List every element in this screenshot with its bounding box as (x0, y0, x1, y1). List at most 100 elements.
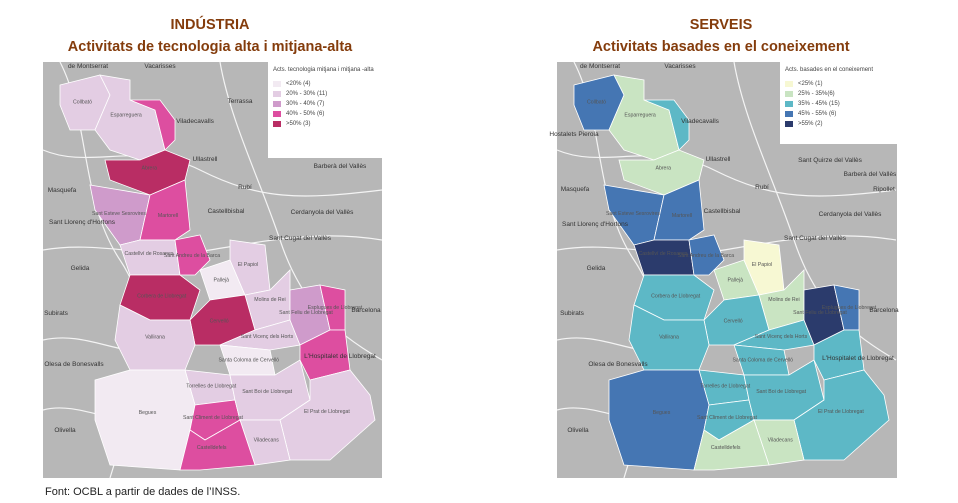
municipality-label: Castelldefels (711, 445, 741, 451)
municipality-label: Sant Feliu de Llobregat (793, 310, 847, 316)
place-label: Terrassa (228, 98, 253, 105)
legend-label: 45% - 55% (6) (798, 111, 837, 117)
place-label: Barberà del Vallès (314, 163, 367, 170)
municipality-label: Cervelló (210, 319, 229, 325)
legend-label: 20% - 30% (11) (286, 91, 328, 97)
municipality-label: Torrelles de Llobregat (700, 384, 750, 390)
place-label: Barberà del Vallès (844, 171, 897, 178)
place-label: Viladecavalls (681, 118, 720, 125)
municipality-label: Abrera (655, 165, 671, 171)
municipality-label: Cervelló (724, 319, 743, 325)
heading: SERVEIS (689, 17, 753, 33)
municipality-label: Sant Boi de Llobregat (242, 389, 292, 395)
legend-item: >50% (3) (273, 119, 377, 129)
place-label: Ullastrell (706, 156, 731, 163)
municipality-label: Santa Coloma de Cervelló (218, 357, 279, 363)
municipality-label: Sant Esteve Sesrovires (606, 211, 660, 217)
place-label: Olesa de Bonesvalls (44, 361, 104, 368)
municipality-label: Corbera de Llobregat (137, 294, 187, 300)
regions (59, 74, 890, 471)
municipality-area (174, 234, 211, 276)
municipality-label: El Prat de Llobregat (304, 409, 350, 415)
municipality-label: Viladecans (254, 437, 280, 443)
legend-item: 25% - 35%(6) (785, 89, 892, 99)
place-label: Subirats (560, 310, 585, 317)
municipality-label: Sant Feliu de Llobregat (279, 310, 333, 316)
subheading: Activitats de tecnologia alta i mitjana-… (67, 39, 353, 55)
legend-swatch (785, 121, 793, 127)
municipality-label: Collbató (73, 99, 92, 105)
place-label: Barcelona (869, 307, 899, 314)
municipality-label: Castellví de Rosanes (638, 251, 687, 257)
place-label: Sant Cugat del Vallès (784, 235, 847, 242)
municipality-label: Sant Esteve Sesrovires (92, 211, 146, 217)
place-label: de Montserrat (68, 63, 108, 70)
legend: Acts. tecnologia mitjana i mitjana -alta… (268, 62, 382, 158)
legend-swatch (273, 101, 281, 107)
legend-swatch (785, 91, 793, 97)
municipality-label: Santa Coloma de Cervelló (732, 357, 793, 363)
legend-title: Acts. tecnologia mitjana i mitjana -alta (273, 67, 374, 73)
municipality-label: Pallejà (727, 277, 743, 283)
place-label: Castellbisbal (704, 208, 741, 215)
municipality-area (279, 369, 376, 461)
municipality-area (114, 304, 196, 371)
place-label: Viladecavalls (176, 118, 215, 125)
legend-item: >55% (2) (785, 119, 892, 129)
legend-title: Acts. basades en el coneixement (785, 67, 874, 73)
road (556, 149, 897, 197)
place-label: Barcelona (351, 307, 381, 314)
municipality-label: El Prat de Llobregat (818, 409, 864, 415)
municipality-label: Castelldefels (197, 445, 227, 451)
municipality-label: Torrelles de Llobregat (186, 384, 236, 390)
place-label: Vacarisses (664, 63, 696, 70)
place-label: L'Hospitalet de Llobregat (822, 355, 894, 362)
municipality-label: Begues (653, 410, 671, 416)
municipality-area (219, 319, 301, 351)
legend: Acts. basades en el coneixement <25% (1) 2… (780, 62, 897, 144)
panel-heading: INDÚSTRIA Activitats de tecnologia alta … (10, 14, 410, 58)
place-label: L'Hospitalet de Llobregat (304, 353, 376, 360)
place-label: Gelida (587, 265, 606, 272)
place-label: Vacarisses (144, 63, 176, 70)
legend-label: 40% - 50% (6) (286, 111, 325, 117)
legend-swatch (273, 121, 281, 127)
legend-label: 35% - 45% (15) (798, 101, 840, 107)
municipality-label: Molins de Rei (254, 297, 285, 303)
municipality-label: Esplugues de Llobregat (822, 305, 877, 311)
place-label: Ullastrell (193, 156, 218, 163)
place-label: Sant Cugat del Vallès (269, 235, 332, 242)
municipality-label: Sant Vicenç dels Horts (241, 334, 294, 340)
panel-heading: SERVEIS Activitats basades en el coneixe… (521, 14, 921, 58)
legend-label: 30% - 40% (7) (286, 101, 325, 107)
place-label: Rubí (755, 184, 769, 191)
municipality-area (94, 369, 196, 471)
place-label: Castellbisbal (208, 208, 245, 215)
municipality-area (608, 369, 710, 471)
legend-item: 35% - 45% (15) (785, 99, 892, 109)
municipality-area (618, 149, 705, 196)
municipality-label: Corbera de Llobregat (651, 294, 701, 300)
legend-label: <20% (4) (286, 81, 311, 87)
legend-swatch (785, 101, 793, 107)
municipality-label: El Papiol (752, 262, 772, 268)
municipality-area (104, 149, 191, 196)
legend-label: <25% (1) (798, 81, 823, 87)
municipality-label: El Papiol (238, 262, 258, 268)
municipality-label: Viladecans (768, 437, 794, 443)
municipality-label: Esparreguera (624, 113, 656, 119)
legend-item: 30% - 40% (7) (273, 99, 377, 109)
place-label: Sant Llorenç d'Hortons (562, 221, 629, 228)
place-label: Masquefa (48, 187, 77, 194)
legend-label: >55% (2) (798, 121, 823, 127)
legend-item: 40% - 50% (6) (273, 109, 377, 119)
municipality-label: Sant Climent de Llobregat (183, 415, 244, 421)
place-label: Olesa de Bonesvalls (588, 361, 648, 368)
municipality-label: Sant Climent de Llobregat (697, 415, 758, 421)
municipality-label: Esparreguera (110, 113, 142, 119)
municipality-label: Sant Vicenç dels Horts (755, 334, 808, 340)
municipality-label: Martorell (158, 213, 178, 219)
municipality-label: Sant Andreu de la Barca (164, 253, 220, 259)
municipality-area (733, 319, 815, 351)
